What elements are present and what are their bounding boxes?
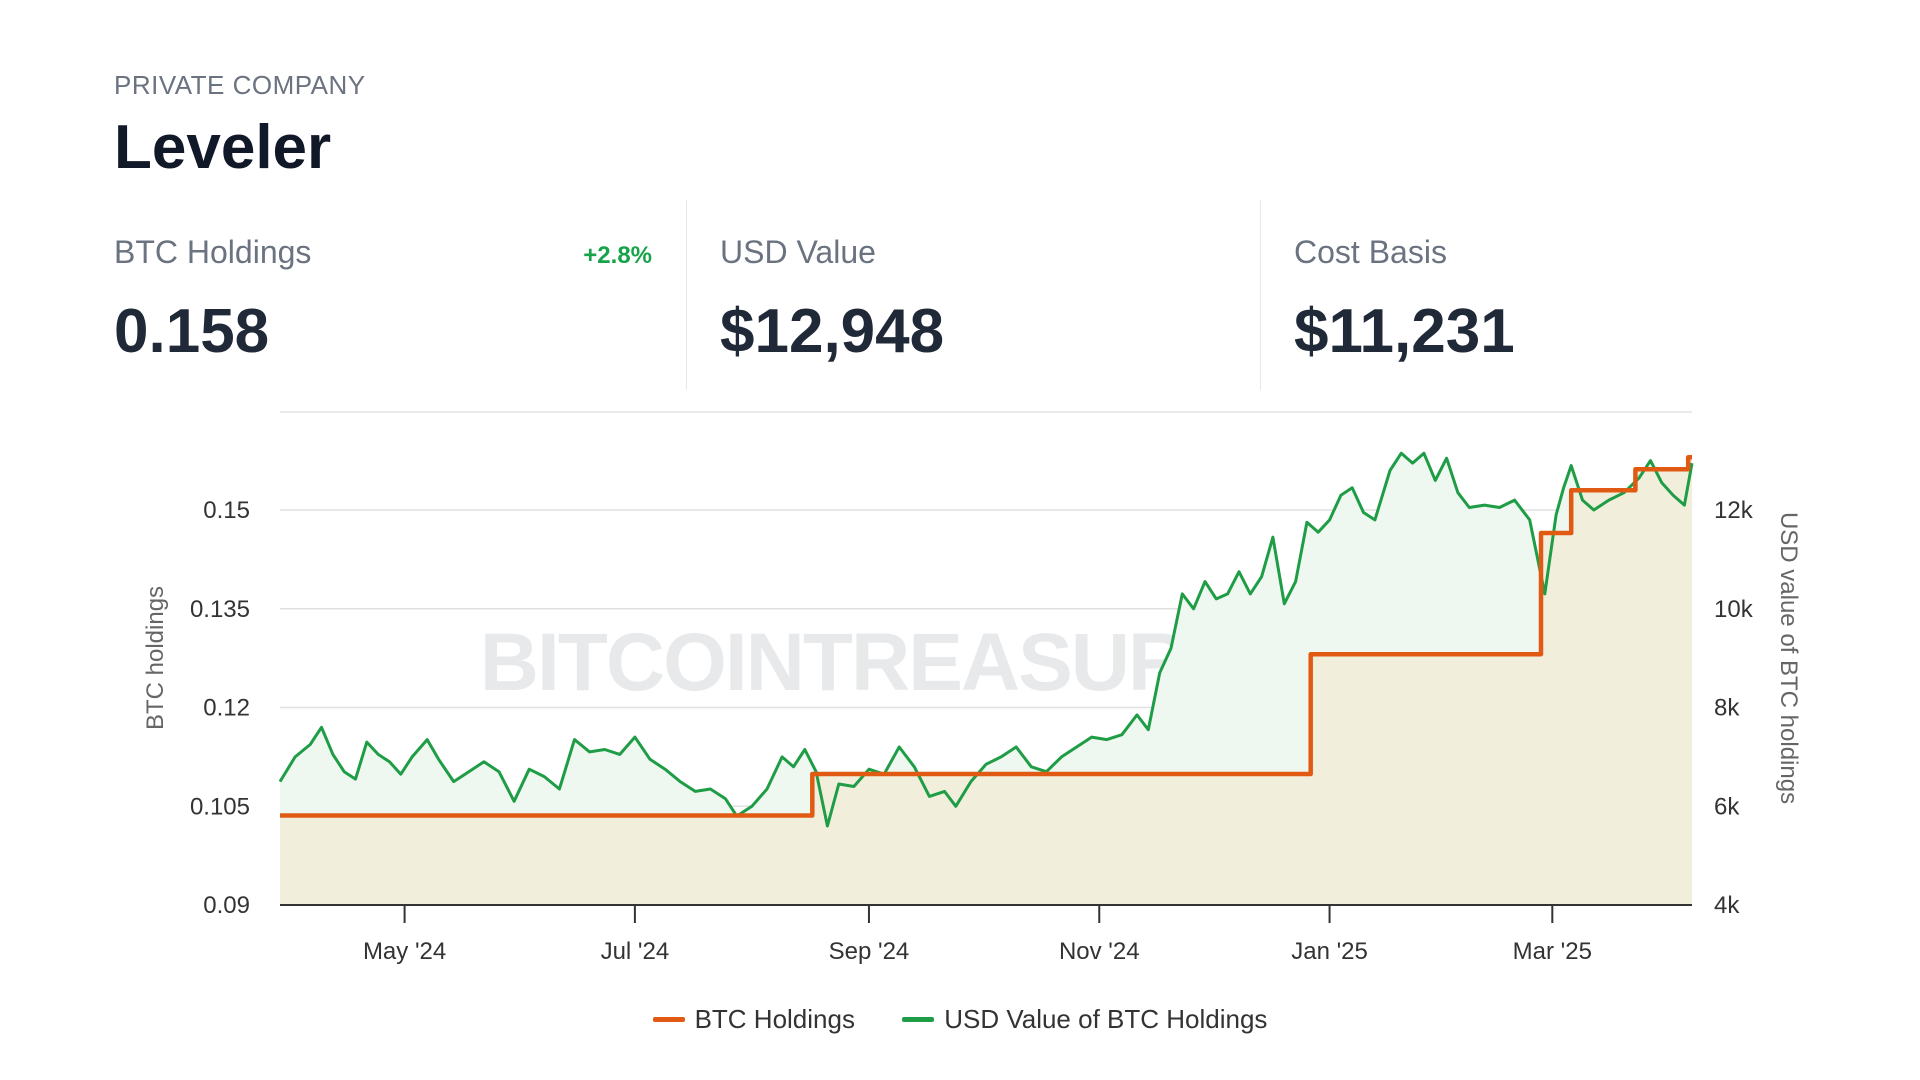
stat-btc-holdings-value: 0.158 (114, 297, 270, 366)
y-left-tick-label: 0.12 (203, 695, 250, 722)
y-right-tick-label: 4k (1714, 892, 1740, 919)
stat-cost-basis: Cost Basis $11,231 (1294, 228, 1774, 388)
y-right-tick-label: 6k (1714, 793, 1740, 820)
legend-label-usd: USD Value of BTC Holdings (944, 1004, 1268, 1034)
company-type-label: PRIVATE COMPANY (114, 70, 366, 100)
usd-value-line (278, 451, 1694, 828)
stat-cost-basis-label: Cost Basis (1294, 234, 1447, 270)
y-left-tick-label: 0.09 (203, 892, 250, 919)
stat-cost-basis-value: $11,231 (1294, 297, 1515, 366)
legend-label-btc: BTC Holdings (694, 1004, 855, 1034)
y-right-tick-label: 10k (1714, 596, 1754, 623)
btc-holdings-area (280, 457, 1692, 905)
y-right-tick-label: 8k (1714, 695, 1740, 722)
legend-swatch-btc (652, 1017, 685, 1022)
x-tick-label: Sep '24 (829, 938, 910, 965)
x-tick-label: Jul '24 (601, 938, 670, 965)
y-right-tick-label: 12k (1714, 497, 1754, 524)
legend-item-usd-value[interactable]: USD Value of BTC Holdings (902, 1004, 1267, 1035)
btc-holdings-line (280, 455, 1692, 818)
stat-btc-holdings-label: BTC Holdings (114, 234, 312, 270)
y-right-axis-title: USD value of BTC holdings (1775, 512, 1802, 804)
stat-usd-value-value: $12,948 (720, 297, 945, 366)
y-left-axis-title: BTC holdings (142, 586, 169, 730)
chart-axes: 0.09 0.105 0.12 0.135 0.15 4k 6k 8k 10k 12k May '2… (190, 497, 1754, 965)
legend-swatch-usd (902, 1017, 935, 1022)
legend-item-btc-holdings[interactable]: BTC Holdings (652, 1004, 855, 1035)
x-tick-label: May '24 (363, 938, 446, 965)
company-name-title: Leveler (114, 113, 332, 182)
chart-legend: BTC Holdings USD Value of BTC Holdings (0, 998, 1920, 1035)
stat-usd-value: USD Value $12,948 (720, 228, 1200, 388)
stat-btc-holdings-change: +2.8% (583, 242, 652, 269)
y-left-tick-label: 0.105 (190, 793, 250, 820)
y-left-tick-label: 0.135 (190, 596, 250, 623)
x-tick-label: Nov '24 (1059, 938, 1140, 965)
stat-divider-2 (1260, 200, 1261, 390)
x-tick-label: Jan '25 (1291, 938, 1368, 965)
stat-usd-value-label: USD Value (720, 234, 876, 270)
stat-divider-1 (686, 200, 687, 390)
y-left-tick-label: 0.15 (203, 497, 250, 524)
stat-btc-holdings: BTC Holdings +2.8% 0.158 (114, 228, 652, 388)
x-tick-label: Mar '25 (1513, 938, 1592, 965)
